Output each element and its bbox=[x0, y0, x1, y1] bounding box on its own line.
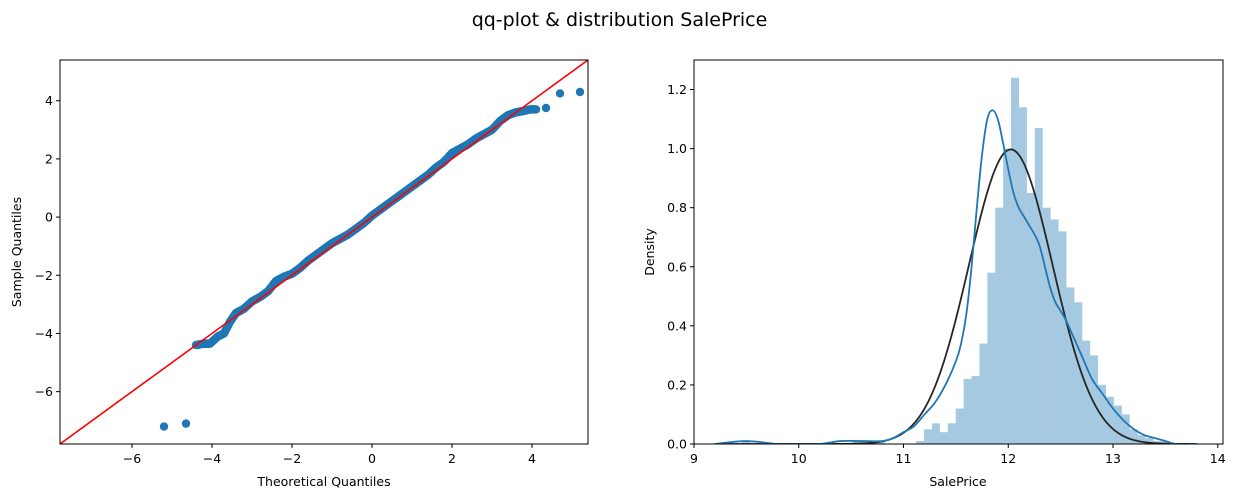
distribution-y-tick-label: 0.6 bbox=[667, 259, 687, 274]
histogram-bar bbox=[947, 423, 956, 444]
histogram-bar bbox=[1003, 148, 1012, 444]
distribution-x-ticks: 9 10 11 12 13 14 bbox=[690, 444, 1226, 466]
histogram-bar bbox=[939, 432, 948, 444]
qq-y-tick-label: −2 bbox=[35, 268, 53, 283]
qq-point bbox=[531, 105, 540, 114]
histogram-bars-layer bbox=[742, 77, 1170, 444]
histogram-bar bbox=[742, 441, 751, 444]
distribution-y-tick-label: 0.2 bbox=[667, 377, 687, 392]
qq-x-tick-label: −2 bbox=[283, 451, 301, 466]
qq-x-tick-label: −6 bbox=[123, 451, 141, 466]
histogram-bar bbox=[979, 343, 988, 444]
histogram-bar bbox=[1058, 231, 1067, 444]
distribution-panel: 9 10 11 12 13 14 0.0 0.2 0.4 0.6 0.8 1.0 1.2 SalePr… bbox=[642, 59, 1226, 489]
qq-point bbox=[181, 419, 191, 428]
qq-x-tick-label: 0 bbox=[368, 451, 376, 466]
qq-point bbox=[159, 422, 169, 431]
distribution-y-tick-label: 1.2 bbox=[667, 82, 687, 97]
qq-y-ticks: −6 −4 −2 0 2 4 bbox=[35, 93, 60, 399]
qq-x-tick-label: 4 bbox=[528, 451, 536, 466]
qq-x-axis-label: Theoretical Quantiles bbox=[256, 474, 390, 489]
histogram-bar bbox=[1074, 302, 1083, 444]
distribution-x-tick-label: 10 bbox=[791, 451, 807, 466]
distribution-y-tick-label: 0.8 bbox=[667, 200, 687, 215]
distribution-y-axis-label: Density bbox=[642, 228, 657, 276]
distribution-x-tick-label: 13 bbox=[1105, 451, 1121, 466]
distribution-axes-frame bbox=[693, 59, 1224, 445]
histogram-bar bbox=[1082, 340, 1091, 444]
distribution-y-tick-label: 1.0 bbox=[667, 141, 687, 156]
histogram-bar bbox=[916, 441, 925, 444]
qq-y-tick-label: −6 bbox=[35, 384, 53, 399]
histogram-bar bbox=[1034, 127, 1043, 444]
histogram-bar bbox=[987, 272, 996, 444]
histogram-bar bbox=[852, 441, 861, 444]
histogram-bar bbox=[1050, 219, 1059, 444]
histogram-bar bbox=[1145, 438, 1154, 444]
histogram-bar bbox=[971, 376, 980, 444]
kde-layer bbox=[714, 109, 1197, 444]
distribution-y-ticks: 0.0 0.2 0.4 0.6 0.8 1.0 1.2 bbox=[667, 82, 694, 452]
histogram-bar bbox=[931, 423, 940, 444]
histogram-bar bbox=[1098, 384, 1106, 444]
qq-y-axis-label: Sample Quantiles bbox=[9, 197, 24, 307]
distribution-x-tick-label: 9 bbox=[690, 451, 698, 466]
histogram-bar bbox=[1066, 287, 1075, 444]
histogram-bar bbox=[995, 207, 1004, 444]
normal-fit-curve bbox=[714, 148, 1197, 444]
qq-y-tick-label: 0 bbox=[45, 210, 53, 225]
histogram-bar bbox=[1137, 435, 1146, 444]
histogram-bar bbox=[963, 379, 972, 444]
qq-points-layer bbox=[60, 60, 588, 444]
histogram-bar bbox=[1042, 207, 1051, 444]
histogram-bar bbox=[1161, 441, 1170, 444]
histogram-bar bbox=[924, 429, 932, 444]
qq-point bbox=[555, 89, 565, 98]
distribution-x-tick-label: 14 bbox=[1210, 451, 1226, 466]
kde-curve bbox=[714, 109, 1197, 444]
qq-axes-frame bbox=[59, 59, 589, 445]
qq-x-tick-label: −4 bbox=[203, 451, 221, 466]
qq-y-tick-label: 4 bbox=[45, 93, 53, 108]
histogram-bar bbox=[1105, 396, 1114, 444]
qq-point bbox=[575, 87, 585, 97]
histogram-bar bbox=[1113, 405, 1122, 444]
normal-fit-layer bbox=[714, 148, 1197, 444]
qq-x-tick-label: 2 bbox=[448, 451, 456, 466]
histogram-bar bbox=[1018, 107, 1027, 444]
distribution-y-tick-label: 0.0 bbox=[667, 437, 687, 452]
histogram-bar bbox=[1129, 429, 1138, 444]
histogram-bar bbox=[955, 408, 964, 444]
qq-point bbox=[541, 103, 551, 113]
qq-reference-line bbox=[60, 60, 588, 444]
qq-plot-panel: −6 −4 −2 0 2 4 −6 −4 −2 0 2 4 Theoretical Quantile… bbox=[9, 59, 589, 489]
distribution-y-tick-label: 0.4 bbox=[667, 318, 687, 333]
figure-suptitle: qq-plot & distribution SalePrice bbox=[472, 9, 768, 31]
histogram-bar bbox=[1121, 414, 1130, 444]
histogram-bar bbox=[1090, 355, 1099, 444]
qq-y-tick-label: 2 bbox=[45, 151, 53, 166]
qq-y-tick-label: −4 bbox=[35, 326, 53, 341]
distribution-x-tick-label: 11 bbox=[896, 451, 912, 466]
histogram-bar bbox=[1026, 192, 1035, 444]
qq-x-ticks: −6 −4 −2 0 2 4 bbox=[123, 444, 536, 466]
distribution-x-axis-label: SalePrice bbox=[929, 474, 987, 489]
histogram-bar bbox=[1011, 77, 1019, 444]
distribution-x-tick-label: 12 bbox=[1000, 451, 1016, 466]
